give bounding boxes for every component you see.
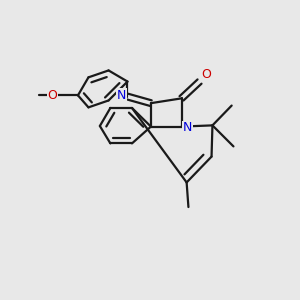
Text: N: N xyxy=(117,89,126,102)
Text: N: N xyxy=(183,122,192,134)
Text: O: O xyxy=(201,68,211,81)
Text: O: O xyxy=(48,89,58,102)
